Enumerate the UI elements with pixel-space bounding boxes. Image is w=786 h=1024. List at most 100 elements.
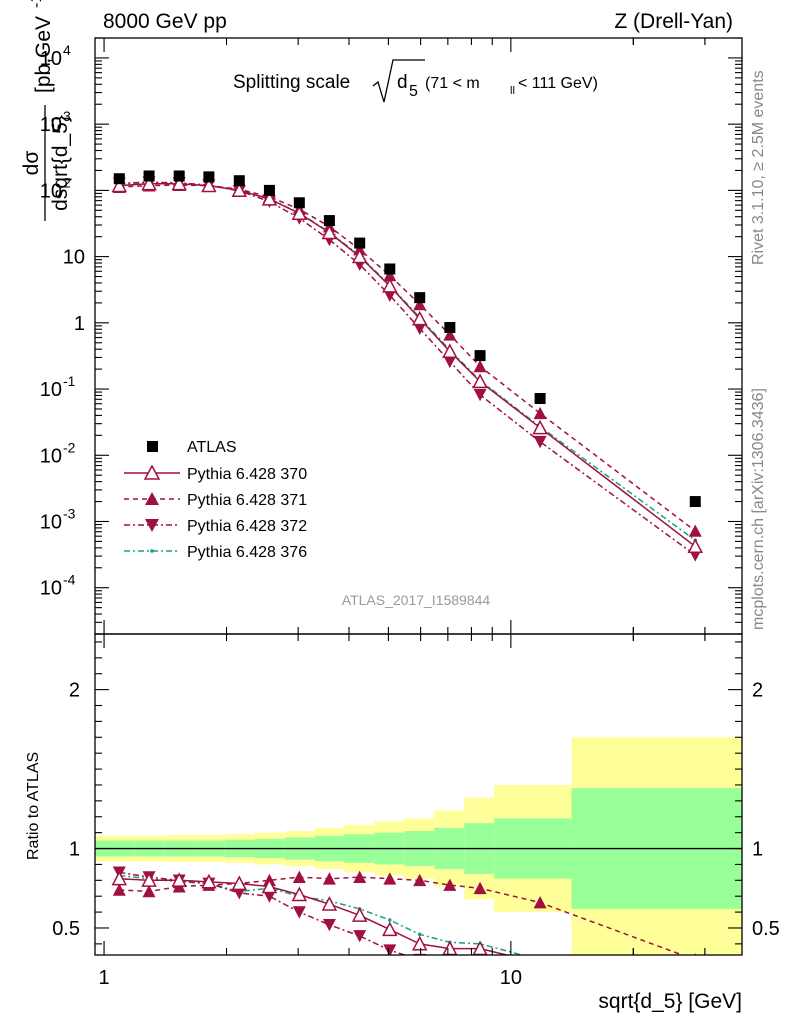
ratio-y-tick-label-left: 1 — [69, 839, 80, 861]
main-data-point — [233, 175, 245, 187]
main-y-tick-label: 10 — [40, 578, 62, 600]
ratio-marker-pythia-6-428-371 — [322, 872, 336, 885]
ratio-marker-pythia-6-428-376 — [388, 918, 392, 922]
main-marker-pythia-6-428-370 — [472, 373, 488, 389]
main-marker-pythia-6-428-370 — [171, 175, 187, 191]
ratio-marker-pythia-6-428-372 — [383, 944, 397, 955]
ratio-marker-pythia-6-428-370 — [321, 896, 338, 911]
main-marker-pythia-6-428-370 — [687, 538, 704, 554]
ratio-y-tick-label-left: 0.5 — [52, 918, 80, 940]
main-line-pythia-6-428-372 — [119, 181, 696, 556]
main-marker-pythia-6-428-370 — [351, 248, 368, 264]
main-line-pythia-6-428-376 — [119, 182, 696, 541]
plot-title-cut: (71 < m — [425, 75, 480, 92]
ratio-marker-pythia-6-428-371 — [473, 881, 487, 895]
ylabel-unit: [pb,GeV — [32, 16, 55, 93]
main-marker-pythia-6-428-371 — [533, 406, 547, 420]
ratio-marker-pythia-6-428-372 — [262, 890, 276, 903]
legend-label-376: Pythia 6.428 376 — [187, 544, 307, 561]
legend-marker-370 — [143, 464, 161, 480]
ratio-marker-pythia-6-428-372 — [534, 970, 547, 982]
main-y-tick-label: 10 — [40, 445, 62, 467]
ratio-marker-pythia-6-428-370 — [141, 872, 157, 887]
ratio-marker-pythia-6-428-370 — [382, 921, 398, 937]
main-marker-pythia-6-428-371 — [688, 524, 702, 537]
main-marker-pythia-6-428-370 — [141, 175, 157, 191]
legend-label-370: Pythia 6.428 370 — [187, 466, 307, 483]
main-data-point — [414, 292, 426, 304]
legend-label-atlas: ATLAS — [187, 439, 237, 456]
ylabel-unit-exp: -1 — [28, 0, 45, 8]
main-marker-pythia-6-428-370 — [201, 177, 217, 193]
plot-title-cut-sub: ll — [510, 85, 515, 97]
ratio-marker-pythia-6-428-371 — [142, 884, 156, 898]
main-y-axis-label: dσ dsqrt{d_5} [pb,GeV -1 ] — [20, 0, 72, 221]
x-tick-label: 1 — [98, 967, 109, 989]
main-marker-pythia-6-428-370 — [291, 205, 308, 220]
ratio-marker-pythia-6-428-370 — [411, 935, 428, 951]
main-marker-pythia-6-428-372 — [413, 322, 427, 336]
sqrt-symbol — [372, 59, 425, 103]
main-data-point — [143, 170, 155, 182]
ratio-marker-pythia-6-428-372 — [413, 953, 427, 955]
main-y-tick-label: 1 — [74, 313, 85, 335]
plot-title-subscript: 5 — [409, 83, 418, 100]
ratio-y-tick-label-right: 0.5 — [752, 918, 780, 940]
ratio-marker-pythia-6-428-371 — [292, 870, 306, 883]
ratio-y-tick-label-right: 1 — [752, 839, 763, 861]
plot-title-cut-end: < 111 GeV) — [518, 75, 598, 92]
ratio-marker-pythia-6-428-371 — [353, 870, 367, 883]
ratio-marker-pythia-6-428-372 — [443, 962, 456, 974]
main-marker-pythia-6-428-371 — [473, 359, 487, 373]
main-y-tick-label: 10 — [40, 379, 62, 401]
main-data-point — [203, 171, 215, 183]
main-y-tick-label-exp: -1 — [63, 373, 76, 389]
main-data-point — [354, 237, 366, 249]
main-data-point — [384, 263, 396, 275]
ylabel-denominator: dsqrt{d_5} — [49, 115, 72, 211]
ratio-y-axis-label: Ratio to ATLAS — [25, 752, 42, 860]
main-y-tick-label: 10 — [40, 48, 62, 70]
plot-title-symbol: d — [397, 72, 408, 93]
ratio-marker-pythia-6-428-372 — [474, 967, 487, 979]
ratio-marker-pythia-6-428-371 — [413, 873, 427, 887]
plot-title-text: Splitting scale — [233, 72, 350, 93]
main-marker-pythia-6-428-370 — [411, 310, 428, 326]
ratio-marker-pythia-6-428-372 — [292, 906, 306, 919]
ylabel-numerator: dσ — [20, 151, 43, 176]
ratio-marker-pythia-6-428-370 — [351, 907, 368, 922]
ratio-panel-frame — [94, 633, 743, 956]
main-y-tick-label-exp: 4 — [63, 42, 71, 58]
main-marker-pythia-6-428-371 — [413, 297, 427, 311]
legend-label-372: Pythia 6.428 372 — [187, 518, 307, 535]
main-data-point — [263, 184, 275, 196]
main-data-point — [689, 496, 701, 508]
main-y-tick-label-exp: -4 — [63, 572, 76, 588]
ratio-marker-pythia-6-428-376 — [693, 974, 697, 978]
ratio-marker-pythia-6-428-371 — [383, 872, 397, 885]
mcplots-label: mcplots.cern.ch [arXiv:1306.3436] — [750, 388, 767, 630]
plot-title: Splitting scale d 5 (71 < m ll < 111 GeV… — [233, 59, 598, 103]
ratio-marker-pythia-6-428-371 — [112, 883, 126, 896]
main-y-tick-label-exp: -2 — [63, 439, 76, 455]
main-plot-area — [111, 170, 704, 562]
legend-marker-372 — [145, 519, 159, 532]
ratio-marker-pythia-6-428-371 — [533, 896, 547, 909]
main-data-point — [113, 173, 125, 185]
main-marker-pythia-6-428-370 — [442, 343, 458, 359]
ratio-marker-pythia-6-428-370 — [291, 886, 308, 902]
ratio-marker-pythia-6-428-376 — [538, 958, 542, 962]
main-y-tick-label: 10 — [40, 511, 62, 533]
main-marker-pythia-6-428-370 — [261, 190, 278, 206]
header-left-label: 8000 GeV pp — [103, 10, 227, 33]
ratio-marker-pythia-6-428-370 — [111, 870, 128, 886]
ratio-marker-pythia-6-428-372 — [353, 930, 367, 943]
legend-marker-376 — [150, 549, 154, 553]
main-y-tick-label-exp: -3 — [63, 505, 76, 521]
main-marker-pythia-6-428-370 — [111, 177, 128, 193]
legend-label-371: Pythia 6.428 371 — [187, 492, 307, 509]
legend-marker-atlas — [147, 441, 158, 452]
main-marker-pythia-6-428-372 — [533, 435, 547, 449]
main-data-point — [474, 350, 486, 362]
